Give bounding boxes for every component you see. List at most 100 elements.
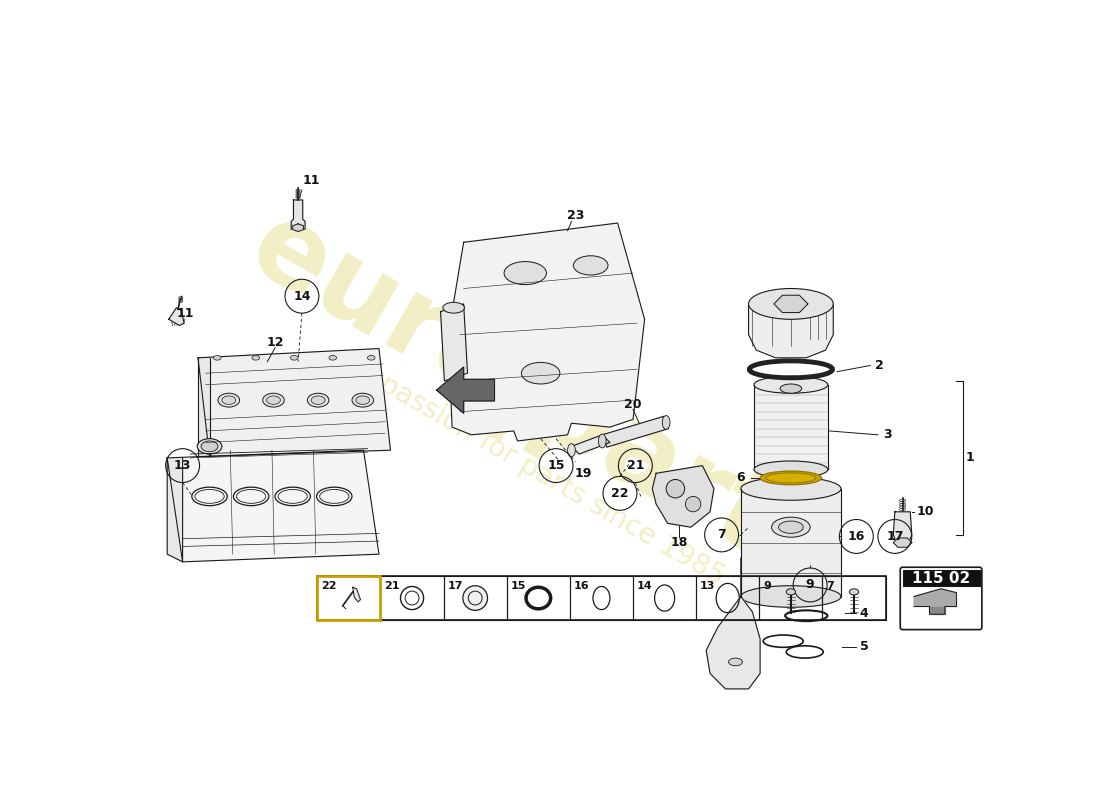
Ellipse shape [741, 586, 840, 607]
Text: 3: 3 [883, 428, 891, 442]
Polygon shape [893, 538, 912, 547]
Polygon shape [353, 587, 361, 602]
Bar [443, 576, 507, 620]
Ellipse shape [748, 289, 834, 319]
Ellipse shape [307, 394, 329, 407]
Polygon shape [572, 435, 609, 454]
Text: 15: 15 [548, 459, 564, 472]
Ellipse shape [780, 384, 802, 394]
Text: 12: 12 [266, 336, 284, 349]
Ellipse shape [568, 444, 575, 457]
Ellipse shape [772, 517, 810, 538]
Bar [570, 576, 634, 620]
Bar [902, 570, 980, 586]
Text: 7: 7 [717, 529, 726, 542]
Polygon shape [741, 489, 842, 597]
Text: 17: 17 [448, 581, 463, 591]
Ellipse shape [754, 461, 828, 478]
Text: 21: 21 [627, 459, 645, 472]
Text: 21: 21 [384, 581, 399, 591]
Ellipse shape [786, 589, 795, 595]
Text: 19: 19 [574, 467, 592, 480]
Text: 15: 15 [510, 581, 526, 591]
Text: 6: 6 [737, 471, 745, 485]
Bar [634, 576, 696, 620]
Ellipse shape [218, 394, 240, 407]
Polygon shape [893, 512, 912, 542]
Ellipse shape [849, 589, 859, 595]
Text: 11: 11 [302, 174, 320, 187]
Text: 1: 1 [966, 451, 975, 464]
Ellipse shape [352, 394, 374, 407]
Text: a passion for parts since 1985: a passion for parts since 1985 [352, 356, 729, 590]
Text: 115 02: 115 02 [912, 570, 970, 586]
Polygon shape [437, 367, 495, 414]
Ellipse shape [290, 355, 298, 360]
Ellipse shape [311, 396, 326, 404]
Text: 23: 23 [566, 209, 584, 222]
Text: 9: 9 [806, 578, 814, 591]
Ellipse shape [266, 396, 280, 404]
Bar [759, 576, 823, 620]
Ellipse shape [201, 441, 218, 452]
Ellipse shape [779, 521, 803, 534]
Polygon shape [754, 385, 828, 470]
Ellipse shape [252, 355, 260, 360]
Ellipse shape [754, 376, 828, 394]
Text: 22: 22 [321, 581, 337, 591]
Ellipse shape [521, 362, 560, 384]
Ellipse shape [598, 434, 606, 448]
Polygon shape [440, 304, 467, 381]
Polygon shape [293, 224, 304, 231]
Polygon shape [168, 308, 184, 326]
Bar [507, 576, 570, 620]
Polygon shape [167, 458, 183, 562]
FancyBboxPatch shape [900, 567, 982, 630]
Text: 14: 14 [637, 581, 652, 591]
Polygon shape [292, 200, 305, 230]
Bar [318, 576, 886, 620]
Text: 5: 5 [860, 640, 868, 653]
Bar [696, 576, 759, 620]
Text: 2: 2 [876, 359, 883, 372]
Text: 22: 22 [612, 487, 629, 500]
Text: 10: 10 [917, 506, 934, 518]
Ellipse shape [263, 394, 284, 407]
Text: 16: 16 [574, 581, 590, 591]
Circle shape [463, 586, 487, 610]
Bar [318, 576, 381, 620]
Ellipse shape [662, 415, 670, 430]
Polygon shape [198, 358, 209, 456]
Text: 17: 17 [887, 530, 903, 543]
Bar [318, 576, 381, 620]
Text: 9: 9 [763, 581, 771, 591]
Text: 4: 4 [860, 607, 868, 620]
Ellipse shape [197, 438, 222, 454]
Ellipse shape [504, 262, 547, 285]
Ellipse shape [355, 396, 370, 404]
Text: 13: 13 [174, 459, 191, 472]
Circle shape [685, 496, 701, 512]
Polygon shape [749, 304, 834, 358]
Text: 16: 16 [848, 530, 865, 543]
Ellipse shape [443, 302, 464, 313]
Circle shape [667, 479, 684, 498]
Text: euro|parts: euro|parts [229, 192, 852, 616]
Ellipse shape [329, 355, 337, 360]
Ellipse shape [766, 473, 816, 483]
Ellipse shape [741, 477, 840, 500]
Polygon shape [603, 416, 669, 447]
Polygon shape [914, 589, 957, 614]
Polygon shape [930, 606, 945, 614]
Ellipse shape [213, 355, 221, 360]
Polygon shape [198, 349, 390, 456]
Text: 20: 20 [625, 398, 641, 410]
Ellipse shape [367, 355, 375, 360]
Polygon shape [167, 450, 378, 562]
Text: 18: 18 [671, 536, 688, 549]
Polygon shape [774, 295, 807, 313]
Polygon shape [449, 223, 645, 441]
Text: 14: 14 [294, 290, 310, 302]
Text: 13: 13 [700, 581, 715, 591]
Bar [823, 576, 886, 620]
